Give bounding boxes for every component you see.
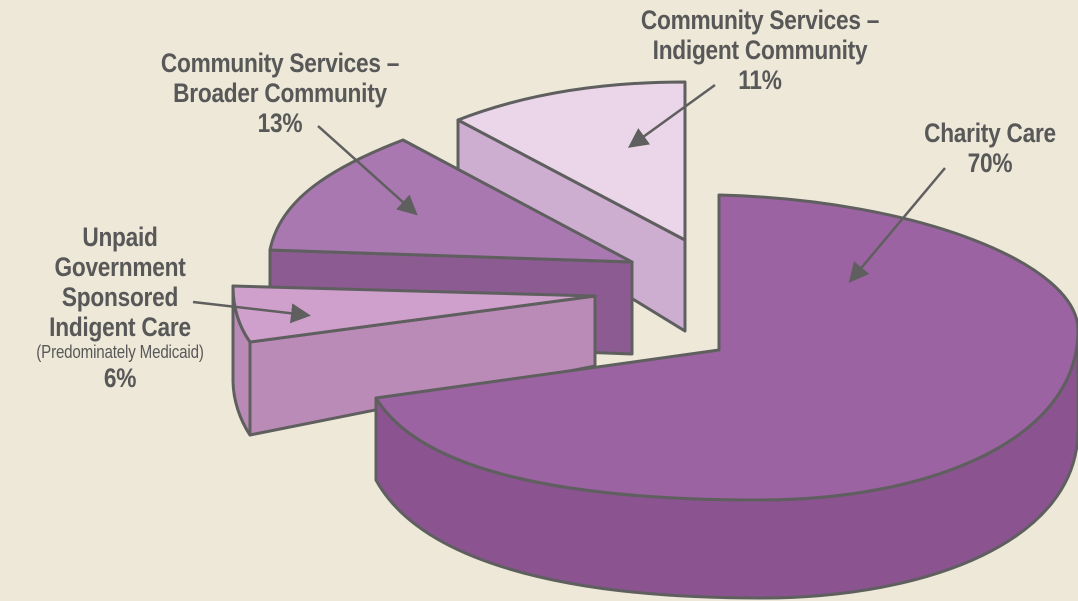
label-community-indigent: Community Services – Indigent Community … [617, 5, 903, 95]
label-line: Unpaid [82, 222, 158, 252]
label-line: Charity Care [924, 118, 1056, 148]
slice-charity-top [374, 193, 1078, 502]
value-label: 6% [103, 363, 137, 393]
label-line: Broader Community [173, 78, 387, 108]
label-community-broader: Community Services – Broader Community 1… [137, 48, 423, 138]
slice-unpaid-top [231, 284, 597, 344]
label-line: Community Services – [160, 48, 400, 78]
value-label: 70% [967, 148, 1013, 178]
value-label: 13% [257, 108, 303, 138]
arrow-unpaid [192, 300, 311, 324]
label-line: Sponsored [61, 282, 179, 312]
label-line: Indigent Community [652, 35, 868, 65]
label-note: (Predominately Medicaid) [36, 342, 204, 362]
slice-charity [374, 193, 1078, 600]
arrow-charity [848, 167, 946, 283]
label-unpaid: Unpaid Government Sponsored Indigent Car… [19, 222, 221, 393]
arrow-community-indigent [627, 83, 716, 148]
label-charity: Charity Care 70% [906, 118, 1074, 178]
label-line: Community Services – [640, 5, 880, 35]
label-line: Indigent Care [49, 312, 191, 342]
slice-community-broader-top [268, 138, 634, 264]
slice-community-indigent-top [456, 80, 687, 242]
value-label: 11% [738, 65, 782, 95]
arrow-community-broader [317, 125, 418, 216]
label-line: Government [54, 252, 186, 282]
